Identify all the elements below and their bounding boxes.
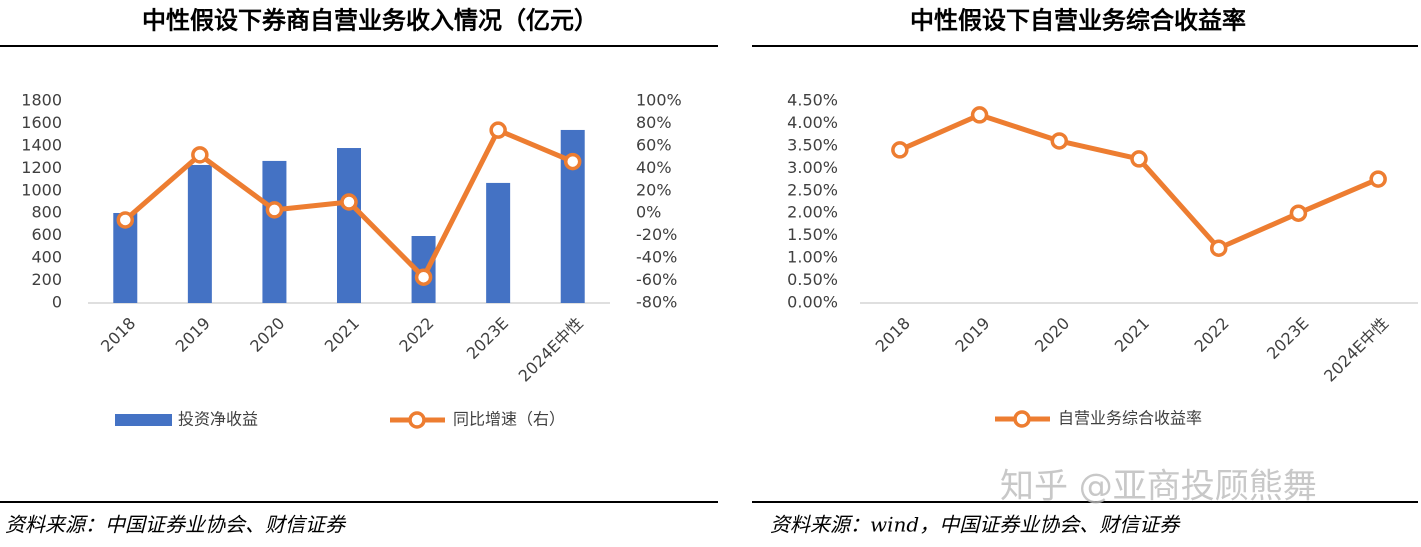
x-tick-label: 2020 (246, 314, 288, 356)
marker (1050, 132, 1069, 150)
marker (891, 141, 909, 159)
y-tick-label: 1400 (21, 135, 62, 154)
watermark: 知乎 @亚商投顾熊舞 (1000, 467, 1317, 507)
legend-swatch (408, 411, 426, 429)
legend-label: 投资净收益 (178, 410, 258, 429)
marker (414, 268, 433, 286)
marker (563, 152, 582, 171)
y2-tick-label: -40% (636, 248, 677, 267)
y-tick-label: 1600 (21, 113, 62, 132)
x-tick-label: 2022 (1190, 314, 1232, 356)
marker (1289, 204, 1308, 222)
x-tick-label: 2019 (951, 314, 993, 356)
bar (113, 212, 138, 303)
y2-tick-label: -80% (636, 293, 677, 312)
y2-tick-label: 20% (636, 180, 672, 199)
source: 资料来源：wind，中国证券业协会、财信证券 (770, 513, 1181, 537)
y-tick-label: 1.00% (787, 248, 838, 267)
y-tick-label: 800 (31, 203, 62, 222)
y-tick-label: 0 (52, 293, 62, 312)
marker (265, 201, 284, 219)
source: 资料来源：中国证券业协会、财信证券 (5, 513, 347, 537)
y2-tick-label: -20% (636, 225, 677, 244)
y-tick-label: 3.50% (787, 135, 838, 154)
y2-tick-label: 40% (636, 158, 672, 177)
y-tick-label: 1.50% (787, 225, 838, 244)
x-tick-label: 2023E (1263, 314, 1312, 363)
x-tick-label: 2020 (1031, 314, 1073, 356)
x-tick-label: 2019 (172, 314, 214, 356)
x-tick-label: 2021 (1111, 314, 1153, 356)
y-tick-label: 600 (31, 225, 62, 244)
legend-swatch (115, 414, 172, 426)
marker (116, 211, 135, 229)
marker (489, 121, 507, 139)
marker (1369, 170, 1387, 188)
y-tick-label: 2.00% (787, 203, 838, 222)
y-tick-label: 2.50% (787, 180, 838, 199)
y-tick-label: 1800 (21, 91, 62, 110)
x-tick-label: 2018 (97, 314, 139, 356)
legend-label: 同比增速（右） (453, 410, 565, 429)
marker (340, 193, 358, 211)
y2-tick-label: 60% (636, 135, 672, 154)
y-tick-label: 0.50% (787, 270, 838, 289)
y-tick-label: 1200 (21, 158, 62, 177)
legend-label: 自营业务综合收益率 (1058, 409, 1202, 428)
y-tick-label: 4.50% (787, 91, 838, 110)
y2-tick-label: 80% (636, 113, 672, 132)
y-tick-label: 4.00% (787, 113, 838, 132)
x-tick-label: 2018 (872, 314, 914, 356)
y-tick-label: 1000 (21, 180, 62, 199)
bar (486, 182, 511, 303)
legend-swatch (1013, 410, 1031, 428)
x-tick-label: 2021 (321, 314, 363, 356)
line (898, 112, 1380, 251)
y2-tick-label: 0% (636, 203, 661, 222)
x-tick-label: 2024E中性 (1320, 314, 1392, 386)
y2-tick-label: 100% (636, 91, 682, 110)
bar (187, 164, 212, 303)
x-tick-label: 2022 (395, 314, 437, 356)
chart-title: 中性假设下券商自营业务收入情况（亿元） (142, 6, 598, 35)
bar (337, 148, 361, 303)
y-tick-label: 0.00% (787, 293, 838, 312)
marker (191, 146, 209, 164)
y2-tick-label: -60% (636, 270, 677, 289)
y-tick-label: 200 (31, 270, 62, 289)
marker (970, 106, 989, 124)
marker (1209, 239, 1228, 257)
x-tick-label: 2023E (463, 314, 512, 363)
y-tick-label: 3.00% (787, 158, 838, 177)
marker (1130, 150, 1148, 168)
y-tick-label: 400 (31, 248, 62, 267)
bar (262, 160, 287, 303)
x-tick-label: 2024E中性 (515, 314, 587, 386)
chart-title: 中性假设下自营业务综合收益率 (910, 6, 1246, 35)
